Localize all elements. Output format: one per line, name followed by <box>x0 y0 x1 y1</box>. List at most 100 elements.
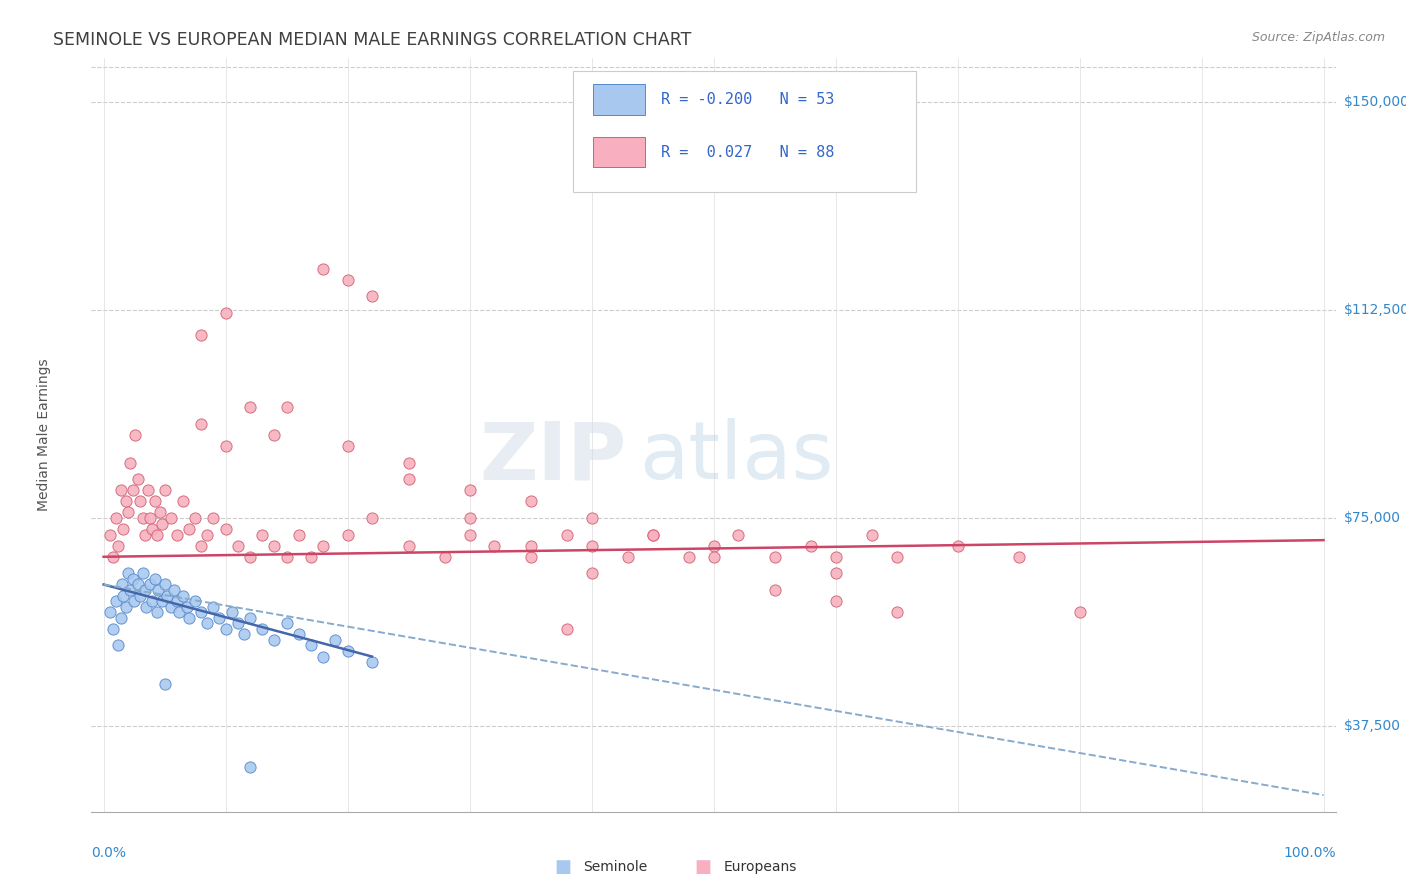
Point <box>458 483 481 498</box>
Text: $75,000: $75,000 <box>1344 511 1400 525</box>
Point <box>148 582 170 597</box>
Point <box>172 589 194 603</box>
Point <box>458 511 481 525</box>
Point <box>190 328 212 343</box>
Point <box>641 527 664 541</box>
Point <box>134 582 156 597</box>
Point <box>886 549 908 564</box>
Point <box>276 549 298 564</box>
Point <box>581 539 603 553</box>
Point <box>860 527 883 541</box>
Text: SEMINOLE VS EUROPEAN MEDIAN MALE EARNINGS CORRELATION CHART: SEMINOLE VS EUROPEAN MEDIAN MALE EARNING… <box>53 31 692 49</box>
Point <box>678 549 700 564</box>
Point <box>1007 549 1029 564</box>
Point <box>581 511 603 525</box>
Point <box>325 632 347 647</box>
Point <box>398 539 420 553</box>
Point <box>172 494 194 508</box>
Point <box>98 605 121 619</box>
Point <box>702 549 725 564</box>
Point <box>886 605 908 619</box>
Point <box>482 539 505 553</box>
Point <box>159 599 181 614</box>
Point <box>287 527 309 541</box>
Point <box>641 527 664 541</box>
Point <box>184 594 207 608</box>
Point <box>581 566 603 581</box>
Point <box>214 439 236 453</box>
Point <box>232 627 254 641</box>
Point <box>519 539 541 553</box>
Point <box>195 616 218 631</box>
Point <box>177 522 200 536</box>
Point <box>159 511 181 525</box>
Point <box>763 549 786 564</box>
Point <box>398 456 420 470</box>
Point <box>139 577 162 591</box>
Point <box>824 594 846 608</box>
Point <box>117 566 139 581</box>
Point <box>946 539 969 553</box>
Point <box>121 483 145 498</box>
Point <box>434 549 457 564</box>
Point <box>361 655 384 669</box>
Point <box>214 522 236 536</box>
Point <box>143 572 166 586</box>
Point <box>555 527 578 541</box>
Point <box>104 594 127 608</box>
FancyBboxPatch shape <box>572 70 917 192</box>
Point <box>824 549 846 564</box>
Point <box>555 622 578 636</box>
Text: Median Male Earnings: Median Male Earnings <box>37 359 51 511</box>
Point <box>103 622 125 636</box>
Point <box>163 582 186 597</box>
Point <box>127 577 149 591</box>
Point <box>156 589 179 603</box>
Point <box>276 400 298 414</box>
Point <box>131 566 153 581</box>
Point <box>176 599 198 614</box>
Point <box>127 472 149 486</box>
Point <box>361 511 384 525</box>
Point <box>149 505 172 519</box>
Point <box>129 494 152 508</box>
Text: $112,500: $112,500 <box>1344 303 1406 318</box>
Point <box>221 605 243 619</box>
Point <box>129 589 152 603</box>
Point <box>190 605 212 619</box>
Point <box>103 549 125 564</box>
Point <box>146 527 169 541</box>
Point <box>312 261 335 276</box>
Text: ■: ■ <box>695 858 711 876</box>
Point <box>111 577 134 591</box>
Point <box>239 400 262 414</box>
Point <box>226 539 249 553</box>
Point <box>702 539 725 553</box>
Point <box>166 527 188 541</box>
Point <box>114 494 136 508</box>
Point <box>117 505 139 519</box>
Point <box>184 511 207 525</box>
Point <box>336 273 359 287</box>
Point <box>312 539 335 553</box>
Point <box>208 611 231 625</box>
Point <box>190 417 212 431</box>
Point <box>617 549 640 564</box>
Point <box>299 639 322 653</box>
Point <box>361 289 384 303</box>
Point <box>135 599 157 614</box>
Text: ZIP: ZIP <box>479 418 627 497</box>
Point <box>124 428 146 442</box>
FancyBboxPatch shape <box>593 85 645 114</box>
Point <box>202 599 225 614</box>
Point <box>143 494 166 508</box>
Point <box>150 516 173 531</box>
Point <box>824 566 846 581</box>
Text: $37,500: $37,500 <box>1344 719 1400 733</box>
Point <box>134 527 156 541</box>
Point <box>104 511 127 525</box>
Point <box>299 549 322 564</box>
Point <box>458 527 481 541</box>
Point <box>120 456 142 470</box>
Point <box>167 605 190 619</box>
